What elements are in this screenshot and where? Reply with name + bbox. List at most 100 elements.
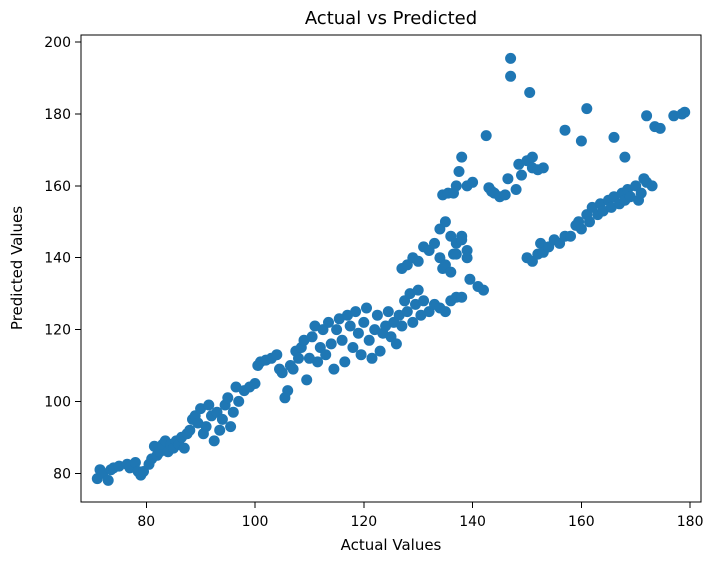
scatter-point <box>195 403 207 415</box>
scatter-point <box>679 106 691 118</box>
plot-area: 80 100 120 140 160 180 80 100 120 140 160 180 200 <box>44 34 703 530</box>
scatter-point <box>513 158 525 170</box>
scatter-point <box>333 313 345 325</box>
scatter-point <box>575 223 587 235</box>
scatter-point <box>214 424 226 436</box>
scatter-point <box>565 230 576 242</box>
scatter-point <box>312 356 324 368</box>
scatter-point <box>371 309 383 321</box>
scatter-point <box>668 110 680 122</box>
scatter-point <box>654 122 666 134</box>
x-tick-label: 160 <box>568 514 595 530</box>
scatter-point <box>505 70 517 82</box>
scatter-point <box>461 245 473 256</box>
scatter-point <box>230 381 242 393</box>
scatter-point <box>467 176 479 188</box>
scatter-point <box>192 417 204 429</box>
scatter-point <box>325 338 337 350</box>
scatter-point <box>287 363 299 375</box>
scatter-point <box>619 151 631 163</box>
scatter-point <box>339 356 351 368</box>
y-tick-label: 180 <box>44 107 71 123</box>
y-tick-label: 140 <box>44 251 71 267</box>
scatter-point <box>216 413 228 425</box>
scatter-point <box>350 306 362 318</box>
scatter-point <box>412 255 424 267</box>
scatter-point <box>404 288 416 300</box>
scatter-point <box>233 395 245 407</box>
scatter-point <box>344 320 356 332</box>
scatter-point <box>516 169 527 181</box>
scatter-point <box>526 151 538 163</box>
x-axis-label: Actual Values <box>341 536 442 554</box>
scatter-point <box>328 363 340 375</box>
scatter-point <box>646 180 658 192</box>
scatter-point <box>407 316 419 328</box>
scatter-point <box>323 316 334 328</box>
scatter-point <box>439 216 451 228</box>
x-tick-label: 120 <box>350 514 377 530</box>
scatter-point <box>306 331 318 343</box>
y-tick-label: 160 <box>44 179 71 195</box>
scatter-point <box>624 191 636 203</box>
y-tick-label: 120 <box>44 323 71 339</box>
y-axis-ticks: 80 100 120 140 160 180 200 <box>44 35 81 482</box>
scatter-point <box>641 110 653 122</box>
scatter-point <box>363 334 375 346</box>
scatter-point <box>366 352 378 364</box>
y-tick-label: 200 <box>44 35 71 51</box>
scatter-point <box>301 374 313 386</box>
scatter-point <box>559 124 571 136</box>
scatter-point <box>129 457 141 468</box>
scatter-point <box>415 309 427 321</box>
scatter-point <box>450 180 462 192</box>
scatter-point <box>439 306 451 318</box>
scatter-point <box>382 306 394 318</box>
y-tick-label: 100 <box>44 394 71 410</box>
scatter-point <box>499 189 511 201</box>
scatter-point <box>361 302 372 314</box>
plot-frame <box>80 34 702 503</box>
scatter-point <box>355 349 367 361</box>
scatter-point <box>352 327 364 339</box>
x-axis-ticks: 80 100 120 140 160 180 <box>137 502 703 530</box>
scatter-point <box>358 316 370 328</box>
scatter-point <box>336 334 348 346</box>
scatter-point <box>456 234 468 246</box>
scatter-point <box>347 342 359 353</box>
scatter-point <box>502 173 514 185</box>
scatter-point <box>464 273 476 285</box>
scatter-point <box>184 424 196 436</box>
scatter-point <box>429 237 440 249</box>
scatter-point <box>102 474 114 486</box>
scatter-point <box>453 166 465 177</box>
scatter-point <box>331 324 343 336</box>
scatter-point <box>293 352 304 364</box>
scatter-point <box>208 435 220 447</box>
scatter-point <box>537 162 549 174</box>
scatter-point <box>222 392 234 404</box>
scatter-point <box>635 187 647 199</box>
scatter-point <box>276 367 288 379</box>
x-tick-label: 140 <box>459 514 486 530</box>
scatter-point <box>227 406 239 418</box>
scatter-point <box>456 291 468 303</box>
y-tick-label: 80 <box>53 466 71 482</box>
scatter-point <box>480 130 492 142</box>
scatter-point <box>303 352 315 364</box>
scatter-point <box>575 135 587 147</box>
scatter-point <box>412 284 424 296</box>
chart-title: Actual vs Predicted <box>305 8 477 29</box>
scatter-point <box>456 151 468 163</box>
scatter-point <box>478 284 489 296</box>
scatter-point <box>282 385 294 397</box>
scatter-point <box>597 205 609 217</box>
data-points <box>91 52 691 486</box>
x-tick-label: 180 <box>677 514 704 530</box>
scatter-point <box>505 52 517 64</box>
scatter-point <box>450 248 462 260</box>
x-tick-label: 80 <box>137 514 155 530</box>
scatter-point <box>203 399 215 411</box>
